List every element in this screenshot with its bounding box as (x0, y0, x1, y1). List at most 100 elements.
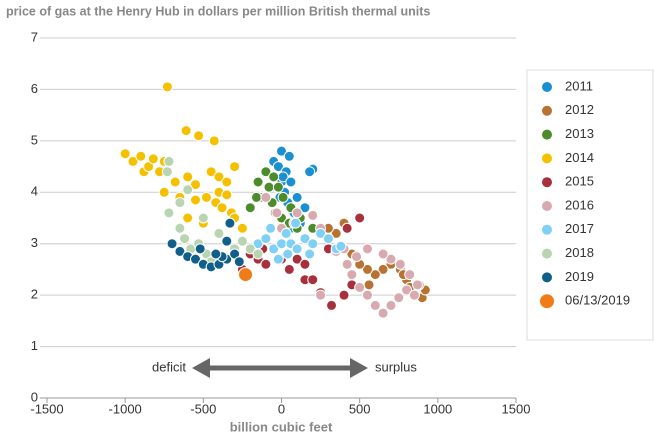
point (291, 243, 303, 255)
point (354, 212, 366, 224)
point (268, 243, 280, 255)
point (404, 269, 416, 281)
point (194, 243, 206, 255)
point (363, 279, 375, 291)
point (119, 148, 131, 160)
legend-label: 2013 (565, 126, 594, 141)
point (265, 222, 277, 234)
point (260, 166, 272, 178)
point (304, 248, 316, 260)
point (401, 284, 413, 296)
x-tick-label: 0 (278, 401, 285, 416)
point (182, 212, 194, 224)
point (335, 240, 347, 252)
point (291, 191, 303, 203)
legend-marker (540, 294, 554, 309)
point (174, 197, 186, 209)
point (283, 150, 295, 162)
legend-marker (542, 105, 552, 116)
point (263, 181, 275, 193)
point (252, 176, 264, 188)
point (224, 217, 236, 229)
point (408, 289, 420, 301)
legend-label: 2017 (565, 221, 594, 236)
x-tick-label: -1000 (109, 401, 142, 416)
x-tick-label: -500 (190, 401, 216, 416)
point (326, 299, 338, 311)
point (285, 176, 297, 188)
annotation: surplus (375, 359, 417, 374)
point (283, 263, 295, 275)
point (338, 289, 350, 301)
point (299, 233, 311, 245)
point (282, 248, 294, 260)
point (385, 299, 397, 311)
legend-label: 2019 (565, 269, 594, 284)
point (272, 253, 284, 265)
point (190, 194, 202, 206)
y-tick-label: 4 (31, 184, 38, 199)
legend-label: 2012 (565, 102, 594, 117)
point (260, 233, 272, 245)
point (236, 222, 248, 234)
legend-marker (542, 177, 552, 188)
point (221, 235, 233, 247)
point (385, 253, 397, 265)
x-tick-label: 1500 (502, 401, 531, 416)
legend-marker (542, 224, 552, 235)
point (393, 292, 405, 304)
y-tick-label: 2 (31, 287, 38, 302)
point (147, 153, 159, 165)
point (182, 171, 194, 183)
point (161, 166, 173, 178)
point (412, 279, 424, 291)
point (252, 248, 264, 260)
point (361, 243, 373, 255)
point (190, 179, 202, 191)
legend-label: 2015 (565, 174, 594, 189)
legend-marker (542, 129, 552, 140)
y-tick-label: 3 (31, 235, 38, 250)
point (351, 251, 363, 263)
point (208, 135, 220, 147)
point (180, 125, 192, 137)
point (244, 202, 256, 214)
point (341, 222, 353, 234)
x-axis-label: billion cubic feet (230, 419, 333, 434)
point (361, 289, 373, 301)
legend-label: 06/13/2019 (565, 293, 630, 308)
point (233, 256, 245, 268)
y-tick-label: 6 (31, 81, 38, 96)
point (291, 207, 303, 219)
annotation: deficit (152, 359, 186, 374)
point (190, 253, 202, 265)
x-tick-label: 500 (349, 401, 371, 416)
point (193, 130, 205, 142)
point (179, 233, 191, 245)
point (238, 267, 254, 283)
arrow (192, 358, 368, 378)
y-tick-label: 5 (31, 132, 38, 147)
point (169, 176, 181, 188)
y-tick-label: 0 (31, 389, 38, 404)
point (216, 202, 228, 214)
point (213, 171, 225, 183)
point (354, 281, 366, 293)
point (307, 274, 319, 286)
point (394, 258, 406, 270)
point (182, 184, 194, 196)
legend-marker (542, 82, 552, 92)
legend-marker (542, 201, 552, 211)
point (322, 233, 334, 245)
point (369, 269, 381, 281)
legend-label: 2018 (565, 245, 594, 260)
point (271, 207, 283, 219)
point (377, 307, 389, 319)
point (304, 166, 316, 178)
point (250, 191, 262, 203)
x-tick-label: -1500 (30, 401, 63, 416)
point (161, 81, 173, 93)
point (299, 258, 311, 270)
point (163, 155, 175, 167)
